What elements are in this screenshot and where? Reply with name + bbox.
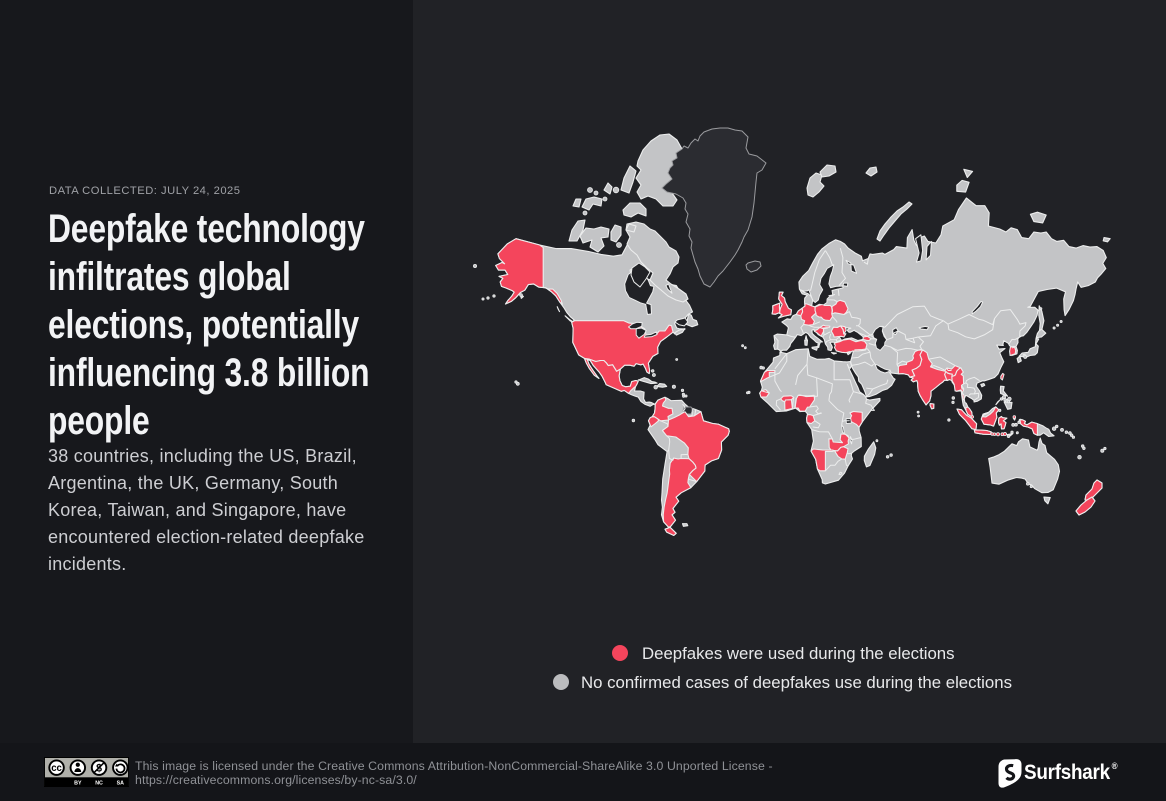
- svg-text:NC: NC: [95, 781, 103, 787]
- svg-text:BY: BY: [74, 781, 82, 787]
- svg-text:SA: SA: [117, 781, 125, 787]
- svg-text:cc: cc: [51, 763, 62, 774]
